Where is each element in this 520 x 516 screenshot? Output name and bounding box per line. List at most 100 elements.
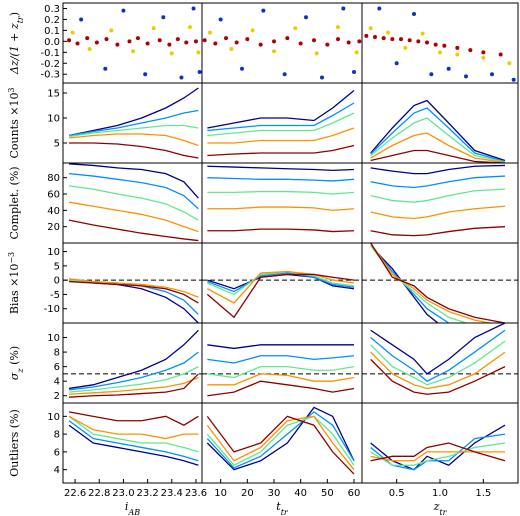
series-line [207,89,355,129]
x-tick-label: 60 [348,488,361,499]
series-line [207,112,355,137]
y-axis-label: Counts ×103 [7,87,22,158]
label-part: tr [281,508,289,516]
plot-area [202,270,362,319]
point [368,26,373,31]
point [161,15,166,20]
series-line [370,351,506,390]
y-tick-label: 0.1 [44,26,60,37]
point [390,37,395,42]
point [261,8,266,13]
point [208,30,212,35]
point [481,50,486,55]
series-line [68,279,199,323]
series-line [370,442,506,462]
series-line [68,415,199,440]
y-tick-label: 5 [54,139,60,150]
x-tick-label: 1.5 [475,488,491,499]
label-part: i [125,500,129,513]
point [293,26,298,31]
point [298,41,303,46]
point [407,38,412,43]
point [403,45,408,50]
series-line [370,226,506,237]
label-part: 3 [7,87,16,92]
series-line [68,109,199,137]
panel [361,162,519,244]
point [352,70,356,75]
plot-area [63,278,202,323]
y-tick-label: 10 [47,114,60,125]
series-line [370,132,506,163]
point [202,38,207,43]
y-tick-label: 0.2 [44,15,60,26]
point [135,36,140,41]
y-tick-label: 6 [54,362,60,373]
y-tick-label: 80 [47,173,60,184]
series-line [68,219,199,242]
y-tick-label: 8 [54,348,60,359]
point [336,37,340,42]
label-part: tr [16,15,25,23]
point [425,40,429,45]
point [115,42,120,47]
point [364,33,369,38]
plot-area [370,424,506,471]
series-line [207,144,355,157]
plot-area [370,164,506,237]
x-tick-label: 23.0 [112,488,134,499]
point [213,41,218,46]
plot-area [364,6,516,82]
point [272,49,276,54]
series-line [206,415,355,475]
y-axis-label: Complet. (%) [8,167,21,240]
y-tick-label: -0.1 [40,48,60,59]
panel-frame [361,162,519,244]
point [250,28,255,33]
series-line [69,373,199,398]
x-axis-label: ztr [433,500,448,516]
series-line [207,102,355,132]
y-tick-label: 0 [54,276,60,287]
point [304,15,308,20]
series-line [207,165,355,171]
point [187,25,192,30]
series-line [370,329,506,382]
series-line [207,355,355,364]
point [121,8,126,13]
series-line [207,190,355,195]
point [79,17,84,22]
plot-area [362,323,518,395]
series-line [68,278,199,298]
label-part: (%) [8,346,21,369]
point [245,37,250,42]
panel [201,322,363,404]
y-tick-label: 0.0 [44,37,60,48]
x-tick-label: 23.6 [185,488,207,499]
series-line [68,366,199,393]
point [320,75,324,80]
x-tick-label: 10 [214,488,227,499]
point [143,72,148,77]
y-tick-label: 10 [47,412,60,423]
plot-area [207,165,355,233]
plot-area [206,406,355,475]
panel: 2 4 6 8 10 σz (%) [8,322,203,404]
series-line [370,442,506,466]
panel: 0.30.20.10.0-0.1-0.2-0.3 Δz/(1 + ztr) [8,2,203,84]
point [196,50,201,55]
plot-area [63,329,202,398]
point [442,43,447,48]
panel [361,82,519,164]
series-line [370,245,451,323]
point [104,37,109,42]
point [416,39,421,44]
series-line [68,424,199,466]
series-line [370,205,506,220]
x-tick-label: 30 [268,488,281,499]
series-line [68,133,199,147]
y-tick-label: 10 [47,247,60,258]
panel: 0.5 1.0 1.5 ztr [361,402,519,516]
series-line [206,406,355,471]
